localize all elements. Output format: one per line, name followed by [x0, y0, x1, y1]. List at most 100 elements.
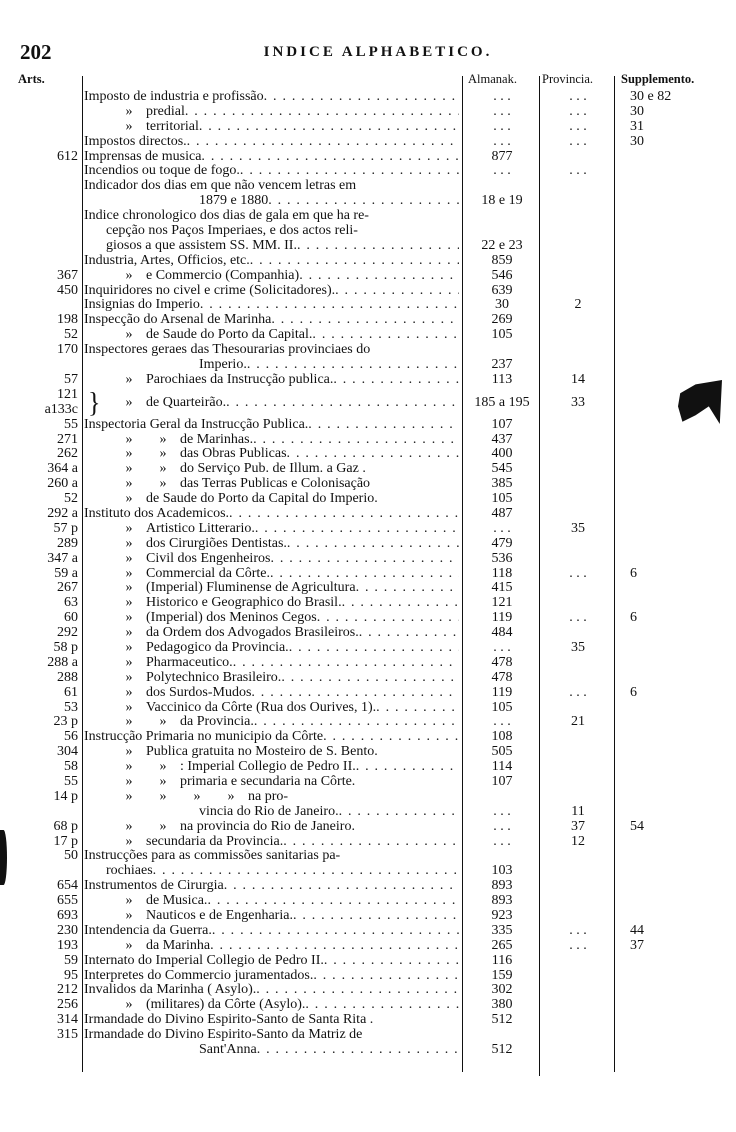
dot-leader: [376, 701, 459, 716]
almanak-page: . . .: [493, 133, 511, 149]
almanak-page: 487: [491, 505, 513, 521]
column-header-provincia: Provincia.: [542, 72, 594, 86]
entry-text-cell: » Parochiaes da Instrucção publica.: [84, 373, 459, 388]
dot-leader: [312, 328, 459, 343]
supplemento-page: 6: [630, 684, 637, 700]
entry-text: giosos a que assistem SS. MM. II.: [106, 238, 297, 253]
supplemento-page: 30: [630, 103, 644, 119]
entry-text: Imprensas de musica: [84, 149, 202, 164]
entry-text-cell: » » » » na pro-: [84, 790, 459, 805]
dot-leader: [324, 954, 459, 969]
column-rule-arts: [82, 76, 84, 1072]
table-row: Incendios ou toque de fogo. . . . . . .: [0, 164, 736, 179]
article-number: 230: [57, 923, 78, 939]
article-number: 52: [64, 327, 78, 343]
entry-text: Artistico Litterario.: [146, 521, 255, 536]
entry-text-cell: » » de Marinhas.: [84, 433, 459, 448]
entry-text-cell: » de Musica.: [84, 894, 459, 909]
entry-text-cell: » Artistico Litterario.: [84, 522, 459, 537]
article-number: 292: [57, 625, 78, 641]
almanak-page: 545: [491, 461, 513, 477]
dot-leader: [233, 656, 459, 671]
provincia-page: . . .: [569, 937, 587, 953]
ditto-mark: »: [125, 372, 133, 387]
dot-leader: [229, 507, 459, 522]
entry-text-cell: » Civil dos Engenheiros: [84, 552, 459, 567]
article-number-value: 14 p: [53, 788, 79, 804]
almanak-page: 105: [491, 699, 513, 715]
entry-text: Historico e Geographico do Brasil.: [146, 596, 342, 611]
entry-text: Insignias do Imperio: [84, 298, 200, 313]
almanak-page: 512: [491, 1042, 513, 1058]
entry-text-cell: cepção nos Paços Imperiaes, e dos actos …: [84, 224, 459, 239]
entry-text-cell: » dos Cirurgiões Dentistas.: [84, 537, 459, 552]
entry-text: Intendencia da Guerra.: [84, 923, 212, 938]
ditto-mark: »: [125, 938, 133, 953]
entry-text: Inspecção do Arsenal de Marinha: [84, 313, 272, 328]
dot-leader: [207, 894, 459, 909]
entry-text: Irmandade do Divino Espirito-Santo de Sa…: [84, 1013, 374, 1028]
table-row: 314 Irmandade do Divino Espirito-Santo de…: [0, 1012, 736, 1028]
article-number-value: 59 a: [54, 565, 78, 581]
ditto-mark: »: [125, 521, 133, 536]
almanak-page: 505: [491, 744, 513, 760]
entry-text: Instrumentos de Cirurgia: [84, 879, 224, 894]
entry-text: rochiaes: [106, 864, 153, 879]
article-number: 52: [64, 491, 78, 507]
entry-text: de Marinhas.: [180, 432, 254, 447]
entry-text-cell: » de Saude do Porto da Capital do Imperio…: [84, 492, 459, 507]
page-number: 202: [20, 40, 52, 64]
provincia-page: . . .: [569, 610, 587, 626]
almanak-page: 380: [491, 997, 513, 1013]
almanak-page: . . .: [493, 818, 511, 834]
provincia-page: 37: [571, 818, 585, 834]
column-header-supplemento: Supplemento.: [621, 72, 695, 86]
ditto-mark: »: [159, 462, 167, 477]
table-row: 52 » de Saude do Porto da Capital. 105: [0, 327, 736, 343]
entry-text-cell: Imperio.: [84, 358, 459, 373]
entry-text: Instrucções para as commissões sanitaria…: [84, 849, 341, 864]
page-edge-mark: [0, 830, 7, 885]
dot-leader: [281, 671, 459, 686]
article-number-value: 17 p: [53, 833, 79, 849]
entry-text: (Imperial) dos Meninos Cegos: [146, 611, 317, 626]
dot-leader: [335, 284, 459, 299]
dot-leader: [293, 909, 459, 924]
table-row: 61 » dos Surdos-Mudos 119 . . . 6: [0, 684, 736, 701]
ditto-mark: »: [159, 477, 167, 492]
column-rule-entry: [462, 76, 464, 1072]
almanak-page: . . .: [493, 714, 511, 730]
almanak-page: 415: [491, 580, 513, 596]
table-row: 212 Invalidos da Marinha ( Asylo). 302: [0, 983, 736, 998]
article-number: 347 a: [47, 551, 78, 567]
article-number: 57: [64, 372, 78, 388]
article-number-value: 52: [64, 491, 78, 507]
entry-text-cell: » Historico e Geographico do Brasil.: [84, 596, 459, 611]
almanak-page: 105: [491, 327, 513, 343]
almanak-page: . . .: [493, 639, 511, 655]
ditto-mark: »: [125, 477, 133, 492]
dot-leader: [247, 358, 459, 373]
table-row: 693 » Nauticos e de Engenharia. 923: [0, 908, 736, 924]
entry-text-cell: » de Saude do Porto da Capital.: [84, 328, 459, 343]
table-row: 271 » » de Marinhas. 437: [0, 432, 736, 448]
article-number: 289: [57, 536, 78, 552]
ditto-mark: »: [125, 655, 133, 670]
entry-text: Impostos directos.: [84, 134, 187, 149]
table-row: 292 a Instituto dos Academicos. 487: [0, 505, 736, 522]
almanak-page: 400: [491, 446, 513, 462]
almanak-page: 859: [491, 252, 513, 268]
provincia-page: . . .: [569, 89, 587, 104]
almanak-page: . . .: [493, 103, 511, 119]
table-row: 58 p » Pedagogico da Provincia. . . . 35: [0, 639, 736, 656]
entry-text-cell: Invalidos da Marinha ( Asylo).: [84, 983, 459, 998]
entry-text: Imperio.: [199, 358, 247, 373]
dot-leader: [153, 864, 459, 879]
table-row: 55 » » primaria e secundaria na Côrte. 107: [0, 774, 736, 790]
ditto-mark: »: [227, 789, 235, 804]
dot-leader: [199, 120, 459, 135]
dot-leader: [224, 879, 459, 894]
almanak-page: 107: [491, 416, 513, 432]
article-number: 262: [57, 446, 78, 462]
